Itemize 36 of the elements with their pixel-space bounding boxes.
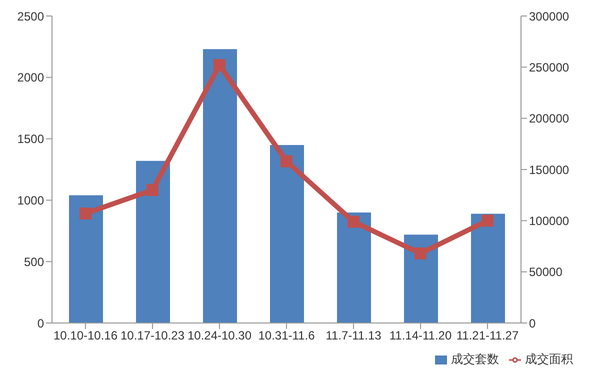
x-tick-label: 11.14-11.20: [389, 328, 452, 343]
point: [482, 214, 494, 227]
y-tick-label: 1000: [17, 193, 44, 208]
bar: [404, 234, 438, 323]
y2-tick-label: 200000: [529, 112, 570, 126]
y-tick-label: 2000: [17, 70, 44, 85]
y2-tick-label: 300000: [529, 9, 570, 24]
y2-tick-label: 100000: [529, 214, 570, 228]
bar: [69, 195, 103, 323]
y2-tick-label: 0: [529, 316, 536, 330]
point: [146, 184, 158, 196]
bar: [203, 49, 237, 323]
y-tick-label: 0: [37, 316, 44, 330]
point: [214, 59, 226, 72]
point: [348, 216, 360, 228]
y-tick-label: 2500: [17, 9, 44, 24]
x-tick-label: 11.21-11.27: [456, 328, 519, 343]
y2-tick-label: 250000: [529, 60, 570, 74]
bar: [337, 212, 371, 323]
x-tick-label: 10.24-10.30: [187, 328, 252, 343]
y2-tick-label: 150000: [529, 162, 570, 177]
x-tick-label: 10.31-11.6: [258, 328, 316, 343]
bar: [471, 214, 505, 323]
x-tick-label: 10.17-10.23: [120, 328, 185, 343]
y2-tick-label: 50000: [529, 265, 563, 280]
bar: [136, 160, 170, 323]
bar: [270, 144, 304, 323]
legend-label: 成交套数: [451, 352, 499, 366]
x-tick-label: 11.7-11.13: [326, 328, 382, 343]
point: [280, 155, 292, 168]
point: [414, 247, 426, 260]
y-tick-label: 500: [24, 254, 44, 269]
y-tick-label: 1500: [17, 132, 44, 146]
point: [80, 208, 92, 220]
legend-label: 成交面积: [525, 352, 573, 366]
x-tick-label: 10.10-10.16: [53, 328, 118, 343]
